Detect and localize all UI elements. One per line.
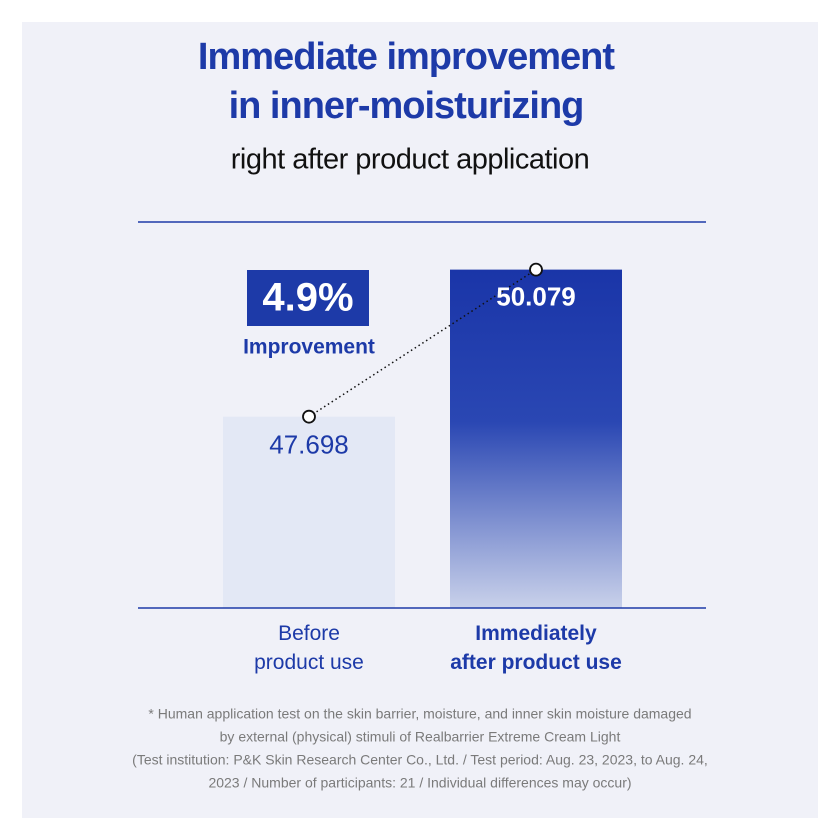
panel xyxy=(22,22,818,818)
x-tick-line: after product use xyxy=(450,651,622,674)
bar xyxy=(450,269,622,608)
point xyxy=(302,409,316,424)
annotation-label: Improvement xyxy=(243,336,375,359)
value-label: 50.079 xyxy=(496,281,576,311)
bar xyxy=(223,416,395,608)
chart-title: in inner-moisturizing xyxy=(229,85,584,127)
point xyxy=(529,262,543,277)
x-tick-label: Before product use xyxy=(254,622,364,674)
value-label: 47.698 xyxy=(269,430,349,460)
x-tick-label: Immediately after product use xyxy=(450,622,622,674)
footnote: * Human application test on the skin bar… xyxy=(132,706,708,791)
footnote-line: 2023 / Number of participants: 21 / Indi… xyxy=(208,775,631,791)
footnote-line: * Human application test on the skin bar… xyxy=(148,706,691,722)
chart-subtitle: right after product application xyxy=(231,144,590,176)
annotation-value: 4.9% xyxy=(262,276,353,320)
badge xyxy=(247,270,369,326)
x-tick-line: Immediately xyxy=(475,622,597,645)
footnote-line: (Test institution: P&K Skin Research Cen… xyxy=(132,752,708,768)
x-tick-line: product use xyxy=(254,651,364,674)
footnote-line: by external (physical) stimuli of Realba… xyxy=(220,729,621,745)
x-tick-line: Before xyxy=(278,622,340,645)
chart-title: Immediate improvement xyxy=(198,36,615,78)
connector xyxy=(308,268,537,418)
